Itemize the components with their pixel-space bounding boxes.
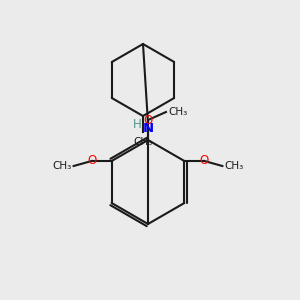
Text: O: O [87, 154, 96, 167]
Text: H: H [133, 118, 141, 131]
Text: O: O [143, 113, 153, 127]
Text: CH₃: CH₃ [168, 107, 187, 117]
Text: CH₃: CH₃ [134, 137, 153, 147]
Text: CH₃: CH₃ [224, 161, 244, 171]
Text: N: N [142, 122, 154, 134]
Text: O: O [200, 154, 209, 167]
Text: CH₃: CH₃ [52, 161, 72, 171]
